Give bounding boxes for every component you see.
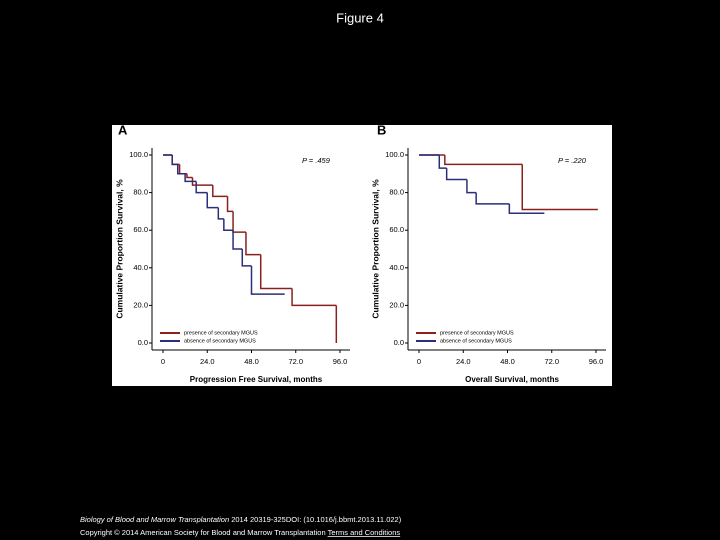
x-tick-label: 24.0 bbox=[200, 357, 215, 366]
x-tick-label: 24.0 bbox=[456, 357, 471, 366]
survival-step bbox=[259, 254, 293, 290]
survival-step bbox=[191, 177, 213, 186]
panel-letter: A bbox=[118, 122, 128, 137]
terms-link[interactable]: Terms and Conditions bbox=[328, 528, 401, 537]
survival-step bbox=[291, 288, 337, 307]
survival-step bbox=[466, 179, 477, 194]
survival-step bbox=[223, 218, 234, 231]
figure-panel bbox=[112, 125, 612, 386]
x-tick-label: 96.0 bbox=[333, 357, 348, 366]
survival-step bbox=[438, 155, 447, 169]
survival-step bbox=[232, 230, 243, 250]
y-axis-label: Cumulative Proportion Survival, % bbox=[114, 179, 124, 319]
y-tick-label: 20.0 bbox=[389, 300, 404, 309]
survival-step bbox=[226, 196, 234, 213]
survival-step bbox=[217, 207, 224, 220]
x-axis-label: Progression Free Survival, months bbox=[190, 375, 323, 384]
y-tick-label: 40.0 bbox=[133, 263, 148, 272]
y-tick-label: 60.0 bbox=[389, 225, 404, 234]
survival-step bbox=[445, 168, 467, 181]
survival-step bbox=[245, 232, 261, 256]
legend-label: absence of secondary MGUS bbox=[184, 338, 256, 344]
x-tick-label: 0 bbox=[417, 357, 421, 366]
journal: Biology of Blood and Marrow Transplantat… bbox=[80, 515, 229, 524]
citation: Biology of Blood and Marrow Transplantat… bbox=[80, 515, 402, 524]
y-tick-label: 100.0 bbox=[129, 150, 148, 159]
y-tick-label: 100.0 bbox=[385, 150, 404, 159]
legend-label: absence of secondary MGUS bbox=[440, 338, 512, 344]
copyright: Copyright © 2014 American Society for Bl… bbox=[80, 528, 400, 537]
survival-step bbox=[444, 155, 523, 166]
citation-text: 2014 20319-325DOI: (10.1016/j.bbmt.2013.… bbox=[231, 515, 401, 524]
survival-step bbox=[171, 155, 178, 166]
y-tick-label: 0.0 bbox=[138, 338, 148, 347]
y-tick-label: 0.0 bbox=[394, 338, 404, 347]
slide-title: Figure 4 bbox=[336, 10, 384, 25]
survival-step bbox=[508, 203, 545, 215]
x-tick-label: 48.0 bbox=[244, 357, 259, 366]
x-tick-label: 96.0 bbox=[589, 357, 604, 366]
y-tick-label: 80.0 bbox=[389, 188, 404, 197]
legend-label: presence of secondary MGUS bbox=[440, 330, 514, 336]
x-tick-label: 0 bbox=[161, 357, 165, 366]
survival-step bbox=[184, 173, 197, 183]
survival-step bbox=[186, 173, 193, 179]
p-value: P = .220 bbox=[558, 156, 587, 165]
x-axis-label: Overall Survival, months bbox=[465, 375, 559, 384]
charts: A 0.0 20.0 40.0 60.0 80.0 100.0 0 24.0 48.0 72.0 96… bbox=[114, 122, 606, 384]
y-tick-label: 60.0 bbox=[133, 225, 148, 234]
x-tick-label: 72.0 bbox=[288, 357, 303, 366]
x-tick-label: 48.0 bbox=[500, 357, 515, 366]
survival-step bbox=[206, 192, 219, 209]
x-tick-label: 72.0 bbox=[544, 357, 559, 366]
y-tick-label: 40.0 bbox=[389, 263, 404, 272]
p-value: P = .459 bbox=[302, 156, 331, 165]
survival-step bbox=[195, 181, 208, 194]
y-tick-label: 80.0 bbox=[133, 188, 148, 197]
y-tick-label: 20.0 bbox=[133, 300, 148, 309]
legend-label: presence of secondary MGUS bbox=[184, 330, 258, 336]
y-axis-label: Cumulative Proportion Survival, % bbox=[370, 179, 380, 319]
survival-step bbox=[241, 249, 252, 267]
panel-letter: B bbox=[377, 122, 386, 137]
copyright-text: Copyright © 2014 American Society for Bl… bbox=[80, 528, 326, 537]
survival-step bbox=[250, 265, 285, 295]
survival-step bbox=[177, 164, 186, 175]
survival-step bbox=[212, 185, 228, 198]
survival-step bbox=[475, 192, 510, 205]
survival-step bbox=[521, 164, 598, 211]
